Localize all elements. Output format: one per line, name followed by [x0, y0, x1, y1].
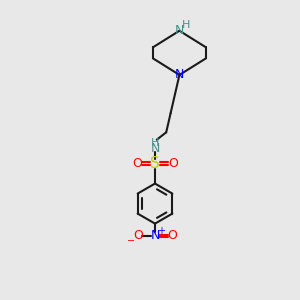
Text: O: O [133, 230, 143, 242]
Text: S: S [150, 156, 160, 171]
Text: O: O [168, 157, 178, 170]
Text: +: + [158, 226, 166, 236]
Text: N: N [150, 142, 160, 155]
Text: −: − [128, 236, 136, 246]
Text: O: O [132, 157, 142, 170]
Text: H: H [151, 138, 159, 148]
Text: N: N [175, 68, 184, 81]
Text: N: N [150, 230, 160, 242]
Text: N: N [175, 24, 184, 37]
Text: O: O [167, 230, 177, 242]
Text: H: H [182, 20, 190, 30]
